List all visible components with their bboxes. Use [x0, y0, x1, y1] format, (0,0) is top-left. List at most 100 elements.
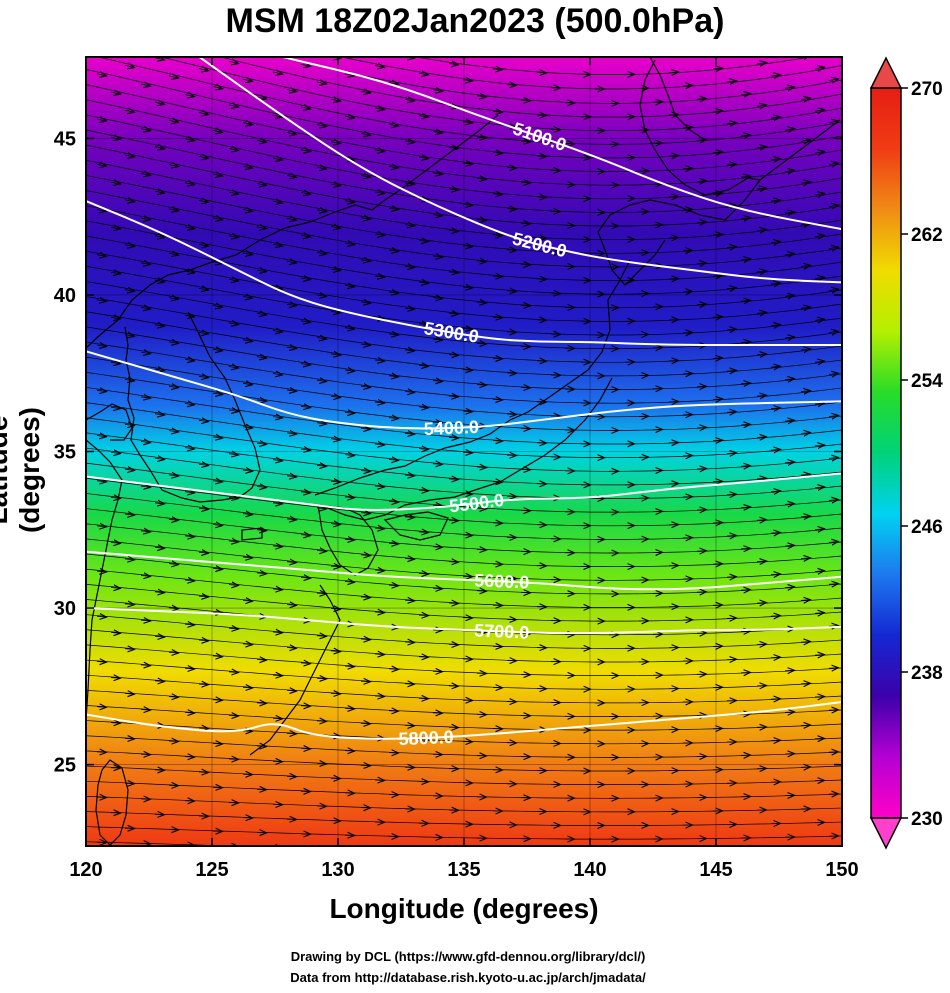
wind-arrow: [140, 754, 151, 755]
wind-arrow: [96, 481, 107, 482]
wind-arrow: [273, 29, 283, 31]
wind-arrow: [242, 296, 253, 298]
wind-arrow: [448, 272, 459, 273]
wind-arrow: [506, 373, 517, 374]
wind-arrow: [198, 156, 209, 158]
streamline: [86, 644, 842, 676]
wind-arrow: [184, 227, 195, 229]
wind-arrow: [272, 546, 283, 547]
contour-5100: [282, 57, 842, 231]
colorbar-tick-label: 270: [911, 79, 943, 100]
wind-arrow: [462, 452, 473, 453]
coast-hokkaido-south: [597, 231, 666, 286]
wind-arrow: [462, 370, 473, 371]
wind-arrow: [388, 543, 399, 544]
wind-arrow: [448, 479, 459, 480]
wind-arrow: [492, 69, 503, 70]
wind-arrow: [740, 590, 751, 591]
wind-arrow: [374, 444, 385, 445]
wind-arrow: [316, 380, 327, 381]
wind-arrow: [124, 469, 135, 470]
wind-arrow: [110, 227, 121, 229]
wind-arrow: [228, 628, 239, 629]
wind-arrow: [272, 503, 283, 504]
wind-arrow: [286, 347, 297, 348]
wind-arrow: [154, 236, 165, 238]
wind-arrow: [520, 264, 531, 265]
wind-arrow: [740, 176, 751, 177]
wind-arrow: [374, 528, 385, 529]
wind-arrow: [828, 247, 839, 248]
wind-arrow: [814, 67, 825, 69]
wind-arrow: [316, 210, 327, 212]
wind-arrow: [360, 639, 371, 640]
wind-arrow: [198, 332, 209, 334]
wind-arrow: [476, 343, 487, 344]
wind-arrow: [286, 690, 297, 691]
wind-arrow: [330, 566, 341, 567]
wind-arrow: [432, 381, 443, 382]
wind-arrow: [756, 230, 767, 231]
wind-arrow: [300, 64, 311, 66]
wind-arrow: [712, 399, 723, 400]
wind-arrow: [140, 352, 151, 354]
wind-arrow: [184, 183, 195, 185]
wind-arrow: [360, 176, 371, 178]
wind-arrow: [140, 620, 151, 621]
colorbar-tick-label: 246: [911, 517, 943, 538]
wind-arrow: [286, 433, 297, 434]
wind-arrow: [198, 684, 209, 685]
wind-arrow: [360, 386, 371, 387]
wind-arrow: [212, 262, 223, 264]
wind-arrow: [492, 111, 503, 112]
wind-arrow: [712, 317, 723, 318]
wind-arrow: [800, 349, 811, 350]
wind-arrow: [536, 197, 547, 198]
wind-arrow: [800, 600, 811, 601]
wind-arrow: [140, 442, 151, 443]
colorbar-body: [870, 87, 902, 819]
wind-arrow: [784, 254, 795, 255]
wind-arrow: [96, 526, 107, 527]
wind-arrow: [110, 272, 121, 274]
wind-arrow: [228, 410, 239, 411]
streamline: [86, 99, 842, 186]
wind-arrow: [404, 99, 415, 101]
wind-arrow: [198, 376, 209, 377]
wind-arrow: [404, 266, 415, 267]
wind-arrow: [330, 396, 341, 397]
wind-arrow: [198, 508, 209, 509]
wind-arrow: [256, 227, 267, 229]
wind-arrow: [696, 304, 707, 305]
wind-arrow: [374, 234, 385, 235]
streamline: [86, 190, 842, 268]
coast-sakhalin: [649, 57, 706, 141]
contour-5200: [198, 57, 842, 284]
wind-arrow: [432, 547, 443, 548]
wind-arrow: [828, 500, 839, 501]
wind-arrow: [316, 423, 327, 424]
wind-arrow: [256, 97, 267, 99]
wind-arrow: [272, 72, 283, 74]
wind-arrow: [110, 633, 121, 634]
wind-arrow: [242, 79, 253, 81]
x-tick-label: 135: [447, 859, 480, 881]
contour-5400: [86, 350, 842, 430]
wind-arrow: [229, 18, 239, 20]
contour-5300: [86, 200, 842, 347]
coastlines: [86, 57, 841, 846]
wind-arrow: [110, 678, 121, 679]
wind-arrow: [316, 82, 327, 84]
y-tick-label: 35: [54, 442, 76, 464]
wind-arrow: [726, 288, 737, 289]
wind-arrow: [740, 342, 751, 343]
wind-arrow: [124, 290, 135, 292]
coast-kuril: [759, 119, 841, 181]
wind-arrow: [520, 223, 531, 224]
wind-arrow: [286, 390, 297, 391]
wind-arrow: [712, 440, 723, 441]
wind-arrow: [784, 545, 795, 546]
wind-arrow: [828, 289, 839, 290]
wind-arrow: [110, 723, 121, 724]
streamline: [86, 417, 842, 472]
